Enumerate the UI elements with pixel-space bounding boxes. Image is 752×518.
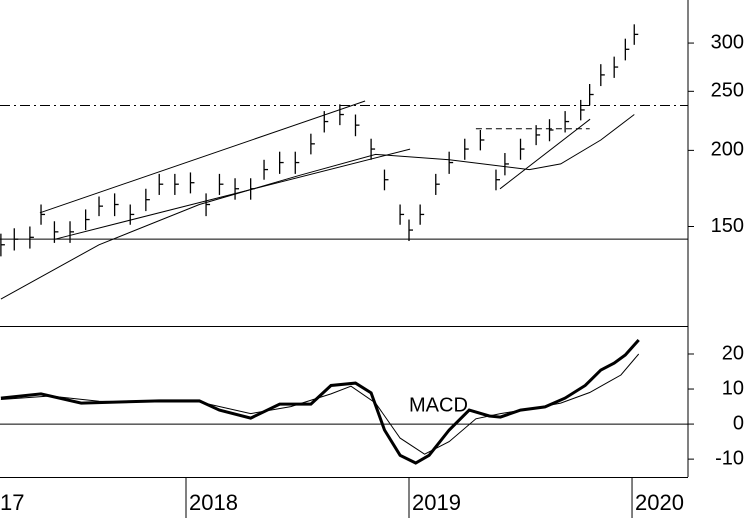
y-tick-label: 10 [722,377,744,399]
y-tick-label: 0 [733,412,744,434]
y-tick-label: 150 [711,215,744,237]
x-tick-label: 2020 [635,490,684,515]
trendline [499,118,591,190]
y-tick-label: 300 [711,31,744,53]
macd-line [0,339,640,465]
trendline [39,100,366,214]
x-tick-label: 2018 [189,490,238,515]
macd-line [0,353,640,455]
moving-average [0,114,635,300]
y-tick-label: 20 [722,342,744,364]
x-tick-label: 2019 [412,490,461,515]
y-tick-label: 250 [711,80,744,102]
x-tick-label: 17 [0,490,24,515]
y-tick-label: 200 [711,139,744,161]
y-tick-label: -10 [715,447,744,469]
trendline [54,148,411,240]
annotation: MACD [409,394,468,416]
